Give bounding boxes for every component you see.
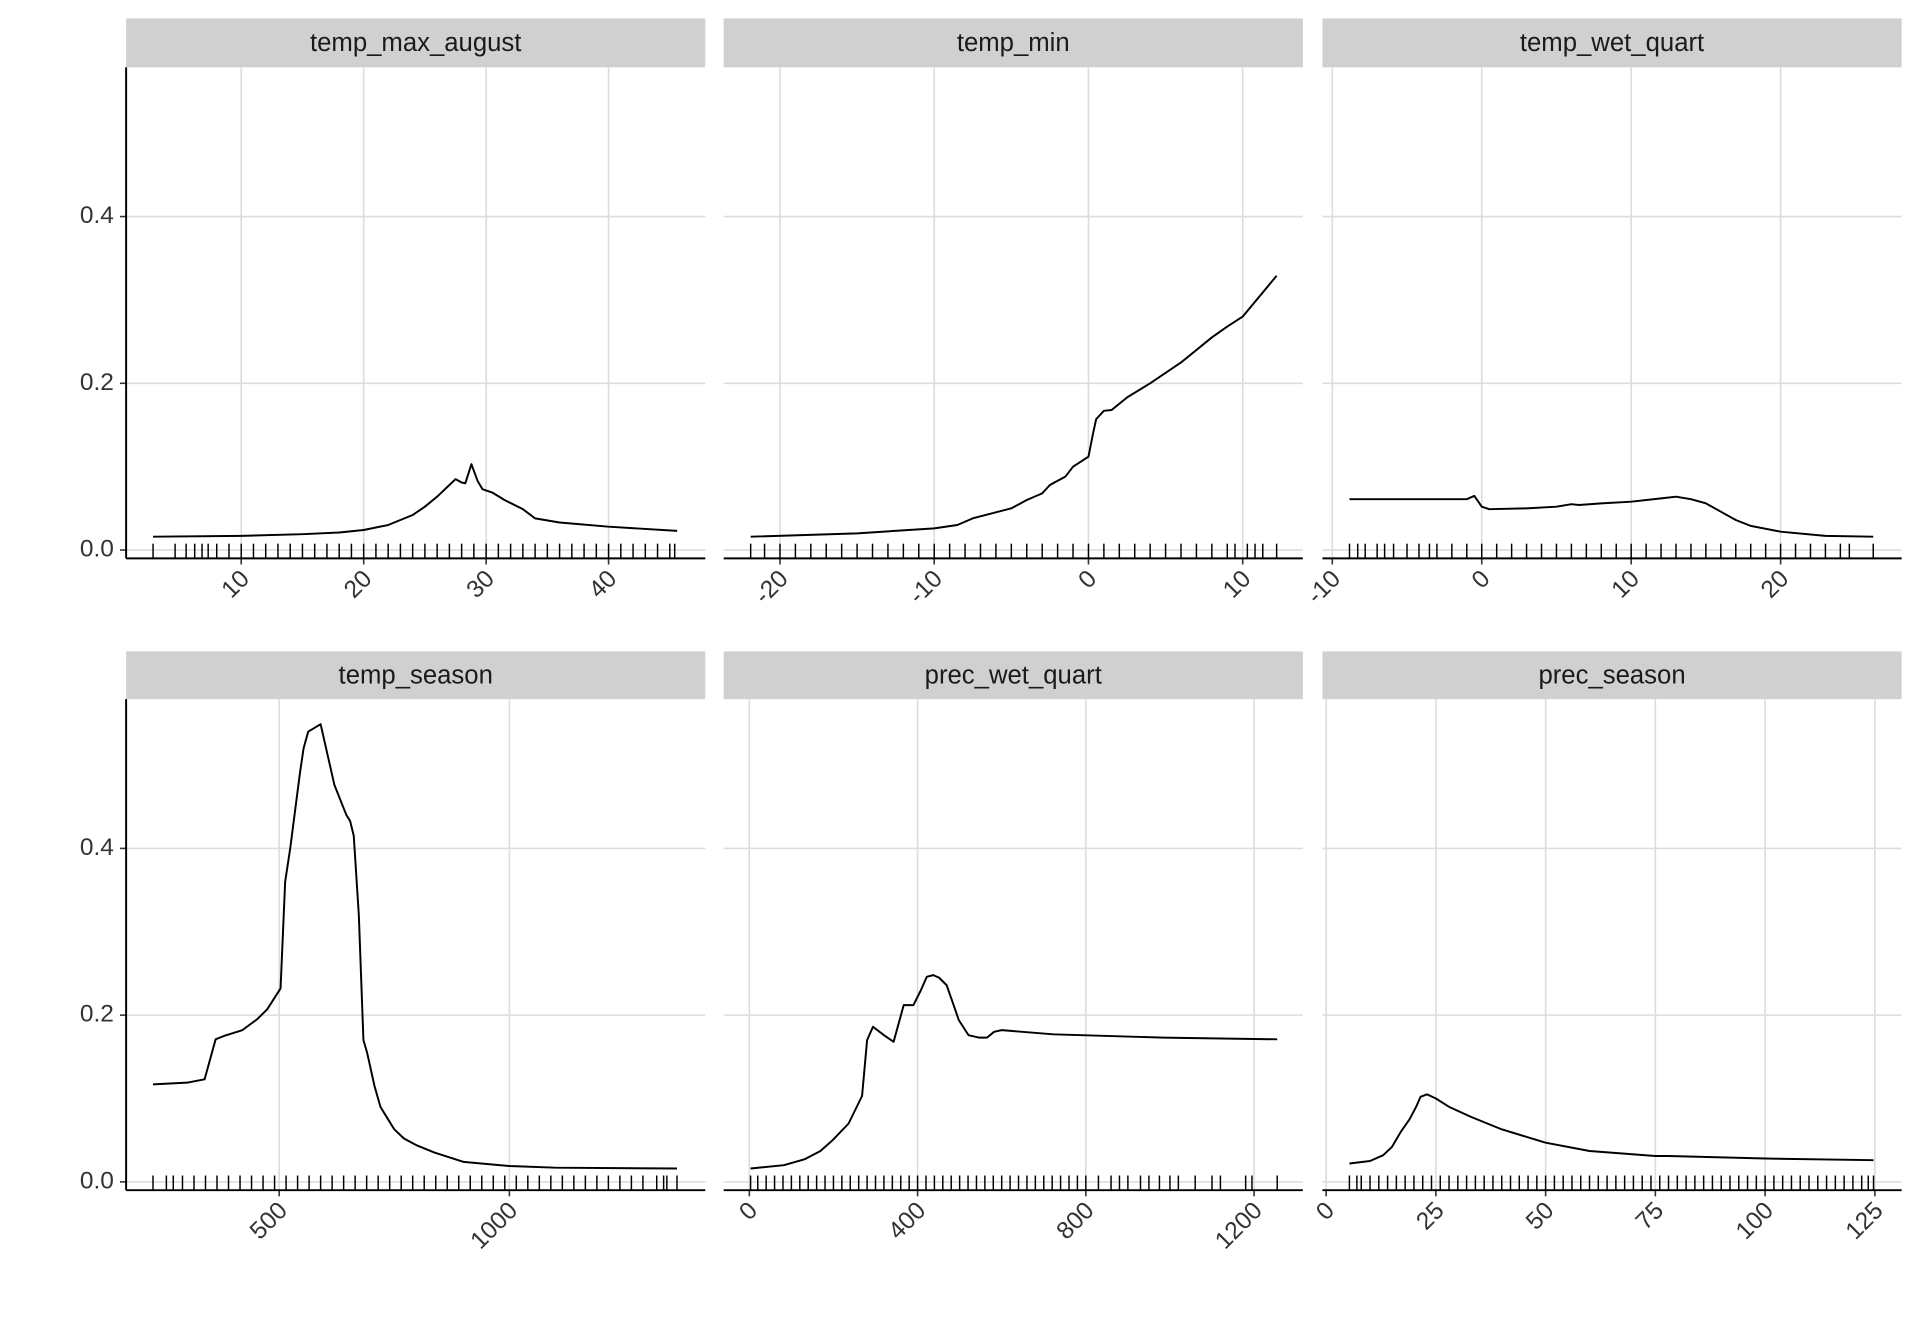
x-tick-label: 100 xyxy=(1731,1197,1779,1245)
x-tick-label: 25 xyxy=(1411,1197,1449,1235)
x-tick-label: 0 xyxy=(1467,565,1496,594)
panel-title: temp_min xyxy=(957,29,1070,57)
y-tick-label: 0.0 xyxy=(80,1167,114,1194)
x-tick-label: 40 xyxy=(584,565,622,603)
x-tick-label: 0 xyxy=(1073,565,1102,594)
x-tick-label: -10 xyxy=(1302,565,1346,609)
x-tick-label: 400 xyxy=(883,1197,931,1245)
x-tick-label: 500 xyxy=(245,1197,293,1245)
x-tick-label: -10 xyxy=(904,565,948,609)
strip xyxy=(1322,651,1902,700)
line xyxy=(152,723,677,1170)
x-tick-label: 75 xyxy=(1631,1197,1669,1235)
line xyxy=(750,275,1278,538)
x-tick-label: -20 xyxy=(750,565,794,609)
x-tick-label: 10 xyxy=(1607,565,1645,603)
line xyxy=(1349,1093,1874,1165)
x-tick-label: 125 xyxy=(1841,1197,1889,1245)
panel-title: temp_max_august xyxy=(310,29,521,57)
x-tick-label: 800 xyxy=(1052,1197,1100,1245)
x-tick-label: 10 xyxy=(1218,565,1256,603)
x-tick-label: 0 xyxy=(734,1197,763,1226)
strip xyxy=(126,651,706,700)
strip xyxy=(1322,18,1902,68)
y-tick-label: 0.4 xyxy=(80,834,114,861)
x-tick-label: 50 xyxy=(1521,1197,1559,1235)
y-tick-label: 0.2 xyxy=(80,369,114,396)
x-tick-label: 20 xyxy=(1756,565,1794,603)
line xyxy=(1349,494,1874,538)
panel-title: temp_season xyxy=(339,661,493,689)
line xyxy=(153,463,678,538)
panel-title: prec_wet_quart xyxy=(925,661,1102,689)
strip xyxy=(723,18,1303,68)
y-tick-label: 0.2 xyxy=(80,1001,114,1028)
panel-title: prec_season xyxy=(1538,661,1685,689)
panel-title: temp_wet_quart xyxy=(1520,29,1704,57)
x-tick-label: 10 xyxy=(217,565,255,603)
y-tick-label: 0.4 xyxy=(80,202,114,229)
x-tick-label: 1000 xyxy=(466,1197,524,1255)
y-tick-label: 0.0 xyxy=(80,535,114,562)
x-tick-label: 20 xyxy=(339,565,377,603)
strip xyxy=(126,18,706,68)
x-tick-label: 1200 xyxy=(1210,1197,1268,1255)
strip xyxy=(723,651,1303,700)
x-tick-label: 30 xyxy=(461,565,499,603)
line xyxy=(750,974,1278,1170)
x-tick-label: 0 xyxy=(1311,1197,1340,1226)
